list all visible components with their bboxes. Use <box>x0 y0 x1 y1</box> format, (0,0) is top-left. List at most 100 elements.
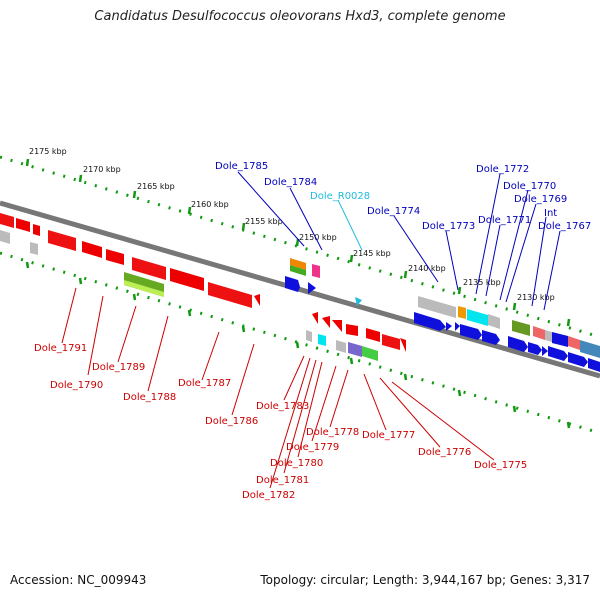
gene-salmon-b[interactable] <box>568 336 580 350</box>
accession-text: Accession: NC_009943 <box>10 573 147 587</box>
reverse-gene-label: Dole_1777 <box>362 430 415 441</box>
scale-label: 2170 kbp <box>83 165 121 174</box>
gene-purple-1778[interactable] <box>348 342 362 357</box>
forward-gene-label: Dole_1772 <box>476 164 529 175</box>
reverse-gene-label: Dole_1775 <box>474 460 527 471</box>
forward-gene-label: Dole_1767 <box>538 221 591 232</box>
gene-blue-1784[interactable] <box>308 282 316 294</box>
gene-grey-1783[interactable] <box>306 330 312 342</box>
gene-blue-r11[interactable] <box>588 358 600 372</box>
reverse-gene-label: Dole_1786 <box>205 416 258 427</box>
reverse-gene-label: Dole_1787 <box>178 378 231 389</box>
gene-green-1777[interactable] <box>362 346 378 361</box>
genome-summary-text: Topology: circular; Length: 3,944,167 bp… <box>260 573 590 587</box>
gene-blue-r9[interactable] <box>548 346 568 361</box>
forward-gene-label: Dole_1773 <box>422 221 475 232</box>
scale-label: 2165 kbp <box>137 182 175 191</box>
forward-gene-label: Dole_1771 <box>478 215 531 226</box>
gene-cyan-1781[interactable] <box>318 334 326 346</box>
scale-label: 2135 kbp <box>463 278 501 287</box>
forward-leader-lines <box>237 171 561 311</box>
gene-red-1778r[interactable] <box>382 334 400 350</box>
forward-genes <box>285 258 600 372</box>
reverse-gene-label: Dole_1781 <box>256 475 309 486</box>
gene-red-1788[interactable] <box>132 257 166 280</box>
gene-red-1790[interactable] <box>48 230 76 251</box>
reverse-gene-label: Dole_1791 <box>34 343 87 354</box>
scale-label: 2130 kbp <box>517 293 555 302</box>
gene-grey-1774[interactable] <box>418 296 456 318</box>
gene-orange-1773[interactable] <box>458 306 466 319</box>
reverse-gene-label: Dole_1778 <box>306 427 359 438</box>
gene-grey-b[interactable] <box>30 242 38 255</box>
gene-red-1779r[interactable] <box>366 328 380 342</box>
gene-olive-1770[interactable] <box>512 320 530 336</box>
outer-major-ticks <box>25 158 571 327</box>
gene-blue-r1[interactable] <box>414 312 446 331</box>
gene-blue-1767[interactable] <box>552 332 568 347</box>
gene-blue-r4[interactable] <box>460 324 482 340</box>
scale-label: 2155 kbp <box>245 217 283 226</box>
gene-pink-1784[interactable] <box>312 264 320 278</box>
gene-red-tip[interactable] <box>400 338 406 352</box>
gene-red-1787[interactable] <box>208 282 252 308</box>
gene-orange-1785[interactable] <box>290 258 306 270</box>
gene-red-1780r[interactable] <box>346 324 358 336</box>
gene-red-b[interactable] <box>16 218 30 232</box>
gene-grey-int[interactable] <box>545 330 552 342</box>
forward-gene-label: Dole_1770 <box>503 181 556 192</box>
gene-blue-r8[interactable] <box>542 346 548 356</box>
rna-r0028[interactable] <box>355 297 362 306</box>
gene-blue-r7[interactable] <box>528 342 542 355</box>
reverse-leader-lines <box>61 287 495 489</box>
forward-gene-label: Dole_1774 <box>367 206 420 217</box>
gene-green-light[interactable] <box>124 280 164 297</box>
gene-red-a[interactable] <box>0 213 14 228</box>
genome-backbone <box>0 200 600 379</box>
scale-labels: 2175 kbp 2170 kbp 2165 kbp 2160 kbp 2155 kbp… <box>29 147 555 302</box>
gene-cyan-1772[interactable] <box>467 309 488 326</box>
forward-gene-label: Int <box>544 208 557 219</box>
gene-blue-r10[interactable] <box>568 352 588 367</box>
gene-grey-1779[interactable] <box>336 340 346 353</box>
reverse-gene-label: Dole_1783 <box>256 401 309 412</box>
inner-major-ticks <box>25 261 571 429</box>
reverse-gene-labels: Dole_1791Dole_1790Dole_1789Dole_1788Dole… <box>34 343 527 501</box>
gene-steel[interactable] <box>580 340 600 358</box>
gene-red-1784r[interactable] <box>332 320 342 332</box>
gene-red-e[interactable] <box>170 268 204 291</box>
rna-leader-line <box>337 199 363 251</box>
scale-label: 2160 kbp <box>191 200 229 209</box>
rna-gene-label: Dole_R0028 <box>310 191 370 202</box>
scale-label: 2140 kbp <box>408 264 446 273</box>
forward-gene-label: Dole_1784 <box>264 177 317 188</box>
gene-grey-1771[interactable] <box>488 314 500 329</box>
rna-gene-labels: Dole_R0028 <box>310 191 370 202</box>
gene-blue-r6[interactable] <box>508 336 528 352</box>
scale-label: 2175 kbp <box>29 147 67 156</box>
gene-blue-r3[interactable] <box>455 322 460 331</box>
gene-grey-left[interactable] <box>0 230 10 244</box>
gene-blue-r2[interactable] <box>446 322 452 331</box>
map-title: Candidatus Desulfococcus oleovorans Hxd3… <box>94 9 506 24</box>
gene-green-1785[interactable] <box>290 265 306 276</box>
forward-gene-labels: Dole_1785Dole_1784Dole_1774Dole_1773Dole… <box>215 161 591 232</box>
gene-blue-r5[interactable] <box>482 330 500 345</box>
gene-blue-1785[interactable] <box>285 276 300 292</box>
reverse-gene-label: Dole_1780 <box>270 458 323 469</box>
forward-gene-label: Dole_1769 <box>514 194 567 205</box>
gene-red-1789[interactable] <box>82 241 102 258</box>
gene-red-c[interactable] <box>33 224 40 236</box>
gene-red-d[interactable] <box>106 249 124 265</box>
scale-label: 2145 kbp <box>353 249 391 258</box>
reverse-gene-label: Dole_1779 <box>286 442 339 453</box>
gene-red-1786[interactable] <box>312 312 318 324</box>
reverse-gene-label: Dole_1788 <box>123 392 176 403</box>
reverse-gene-label: Dole_1782 <box>242 490 295 501</box>
reverse-gene-label: Dole_1789 <box>92 362 145 373</box>
reverse-gene-label: Dole_1790 <box>50 380 103 391</box>
gene-salmon-1769[interactable] <box>533 326 545 340</box>
gene-red-1785r[interactable] <box>322 316 330 328</box>
gene-red-arrow-f[interactable] <box>254 294 260 306</box>
